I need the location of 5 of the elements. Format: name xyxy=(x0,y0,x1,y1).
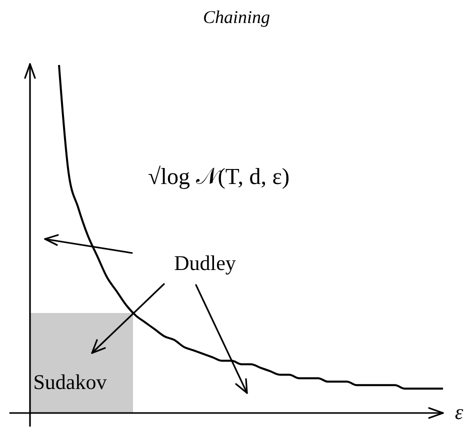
annotation: Dudley xyxy=(174,251,236,275)
chart-title: Chaining xyxy=(202,7,270,27)
annotation: Sudakov xyxy=(33,370,108,394)
text: √log 𝒩(T, d, ε) xyxy=(148,164,290,189)
x-axis-title: ε xyxy=(454,400,464,424)
